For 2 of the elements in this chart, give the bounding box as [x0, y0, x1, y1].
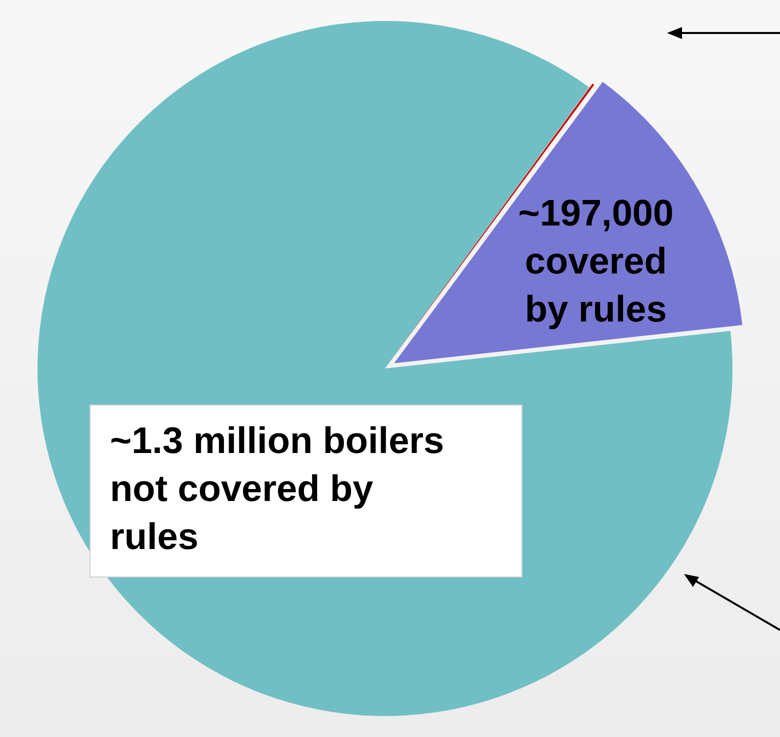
slice-label: ~197,000 covered by rules	[518, 192, 674, 330]
slice-label: ~1.3 million boilers not covered by rules	[110, 420, 444, 558]
